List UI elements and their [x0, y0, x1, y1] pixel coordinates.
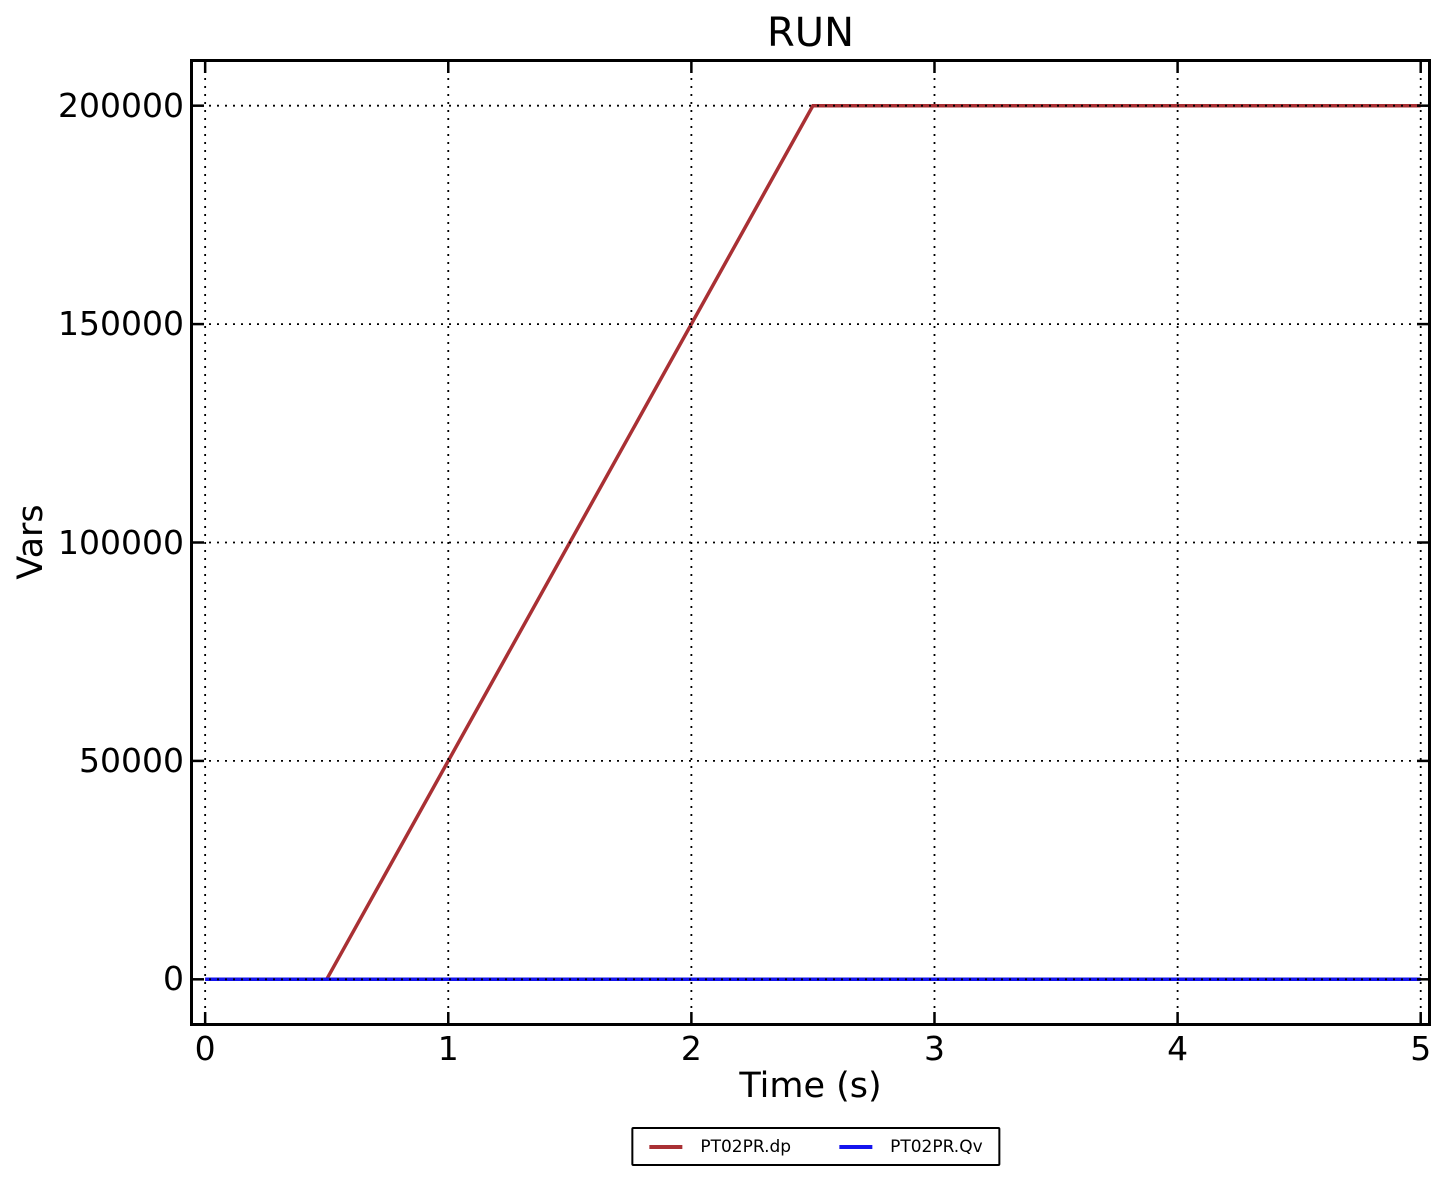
x-tick-label: 1 [437, 1029, 459, 1068]
x-tick-label: 2 [680, 1029, 702, 1068]
x-tick-label: 0 [194, 1029, 216, 1068]
y-tick-label: 50000 [79, 740, 184, 780]
x-tick-label: 3 [923, 1029, 945, 1068]
plot-canvas [193, 62, 1428, 1023]
legend: PT02PR.dp PT02PR.Qv [631, 1127, 1001, 1166]
chart-title: RUN [767, 10, 854, 56]
legend-entry-PT02PR.Qv: PT02PR.Qv [839, 1137, 983, 1157]
plot-area [190, 59, 1431, 1026]
x-axis-label: Time (s) [739, 1066, 882, 1106]
series-line-PT02PR.dp [205, 103, 1421, 982]
y-tick-label: 150000 [58, 304, 184, 344]
y-tick-label: 0 [163, 959, 184, 999]
y-tick-label: 100000 [58, 522, 184, 562]
legend-line-sample-icon [649, 1144, 683, 1149]
legend-label: PT02PR.dp [700, 1136, 792, 1157]
legend-label: PT02PR.Qv [890, 1136, 983, 1157]
y-tick-label: 200000 [58, 85, 184, 125]
x-tick-label: 4 [1167, 1029, 1189, 1068]
legend-line-sample-icon [839, 1144, 873, 1149]
legend-entry-PT02PR.dp: PT02PR.dp [649, 1137, 791, 1157]
x-tick-label: 5 [1410, 1029, 1432, 1068]
